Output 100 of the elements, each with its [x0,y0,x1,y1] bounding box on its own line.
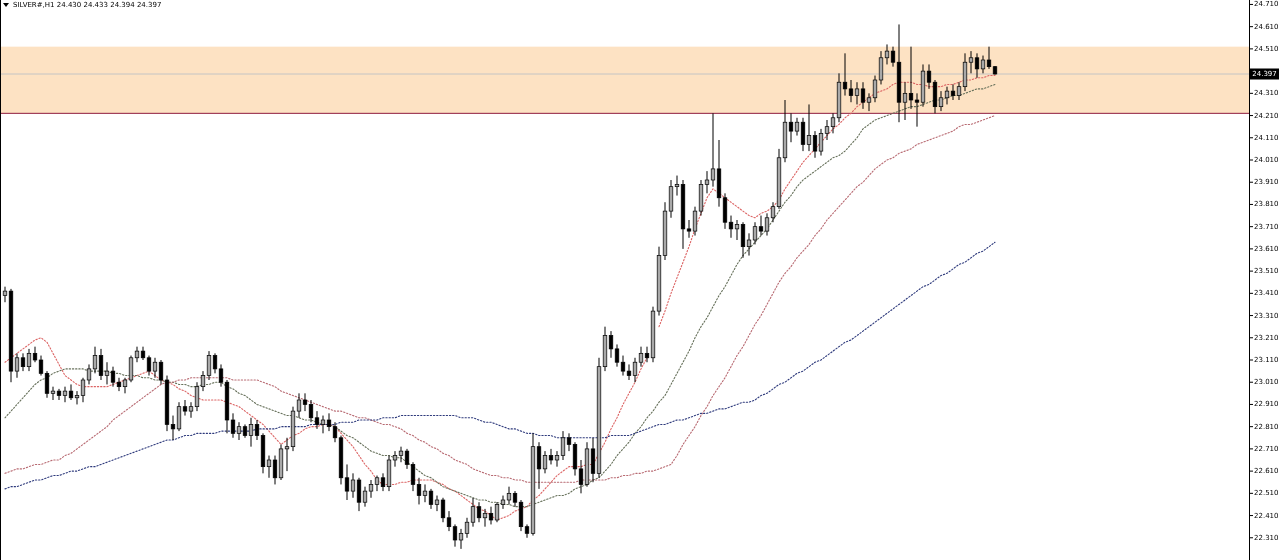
candlestick [236,421,242,441]
candlestick [824,119,830,141]
candlestick [422,483,428,503]
candlestick [464,517,470,539]
candlestick [80,377,86,403]
candlestick [488,506,494,525]
candlestick [56,388,62,401]
candlestick [452,523,458,548]
candlestick [674,175,680,197]
candlestick [854,81,860,105]
candlestick [476,501,482,523]
candlestick [188,401,194,419]
candlestick [428,488,434,510]
candlestick [332,421,338,443]
candlestick [434,495,440,512]
candlestick [746,232,752,257]
candlestick [458,528,464,550]
candlestick [950,83,956,101]
candlestick [62,386,68,403]
candlestick [788,112,794,143]
candlestick [200,370,206,392]
candlestick [704,170,710,194]
candlestick [830,112,836,134]
candlestick [344,463,350,501]
candlestick [128,355,134,383]
candlestick [686,219,692,239]
candlestick [554,450,560,468]
candlestick [50,386,56,401]
candlestick [620,355,626,377]
candlestick [230,412,236,439]
candlestick [728,215,734,239]
candlestick [368,479,374,499]
candlestick [770,201,776,223]
candlestick [878,50,884,85]
candlestick [152,357,158,379]
candlestick [842,52,848,97]
candlestick [326,412,332,432]
candlestick [848,79,854,103]
candlestick [812,130,818,159]
candlestick [944,86,950,105]
candlestick [176,401,182,432]
candlestick [914,92,920,128]
candlestick [494,501,500,523]
candlestick [710,112,716,188]
candlestick [356,477,362,512]
candlestick [446,510,452,532]
candlestick [296,392,302,419]
candlestick [146,355,152,377]
candlestick [632,357,638,383]
candlestick [254,419,260,441]
candlestick [644,346,650,363]
candlestick [404,448,410,470]
line-series [4,241,996,490]
candlestick [860,81,866,110]
candlestick [248,417,254,448]
candlestick [272,455,278,485]
candlestick [26,348,32,372]
candlestick [902,81,908,121]
candlestick [116,377,122,392]
candlestick [170,415,176,441]
candlestick [362,486,368,508]
candlestick [320,415,326,434]
candlestick [86,363,92,385]
candlestick [158,359,164,385]
candlestick [542,450,548,474]
candlestick [578,459,584,494]
candlestick [758,215,764,237]
candlestick [974,52,980,79]
candlestick [206,350,212,381]
candlestick [692,206,698,237]
candlestick [212,352,218,374]
candlestick [818,128,824,157]
candlestick [110,366,116,388]
candlestick [752,221,758,245]
candlestick [266,455,272,479]
candlestick [104,361,110,385]
candlestick [350,472,356,499]
candlestick [74,390,80,405]
candlestick [734,219,740,241]
candlestick [194,381,200,412]
candlestick [560,430,566,461]
candlestick [44,370,50,399]
candlestick [68,383,74,401]
candlestick [806,103,812,152]
candlestick [926,63,932,90]
candlestick [410,461,416,492]
candlestick [608,330,614,359]
candlestick [506,486,512,505]
candlestick [308,399,314,423]
candlestick [638,346,644,368]
candlestick [470,497,476,528]
candlestick [866,92,872,112]
candlestick [884,43,890,65]
candlestick [182,399,188,417]
candlestick [14,352,20,379]
candlestick [626,363,632,381]
candlestick [92,346,98,374]
candlestick [2,286,8,303]
candlestick [524,523,530,539]
candlestick [872,75,878,103]
